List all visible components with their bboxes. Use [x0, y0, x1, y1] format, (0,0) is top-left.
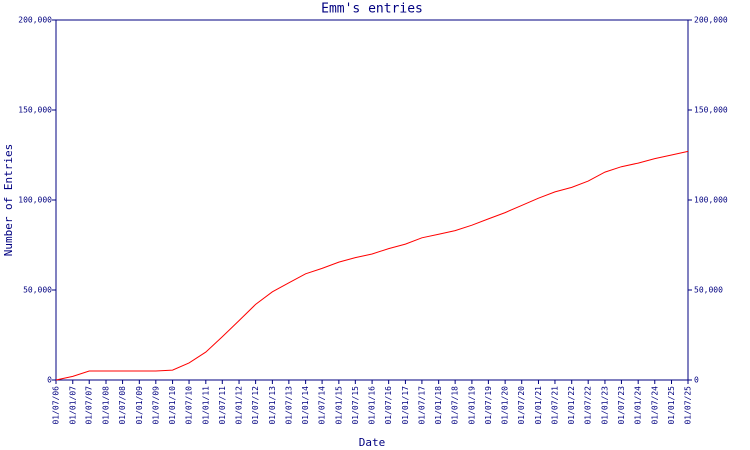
x-tick-label: 01/07/15 [351, 386, 360, 425]
x-tick-label: 01/07/08 [118, 386, 127, 425]
x-tick-label: 01/01/08 [101, 386, 110, 425]
y-tick-label: 100,000 [18, 196, 52, 205]
x-tick-label: 01/07/17 [417, 386, 426, 425]
x-tick-label: 01/07/10 [185, 386, 194, 425]
x-tick-label: 01/07/24 [650, 386, 659, 425]
x-tick-label: 01/01/10 [168, 386, 177, 425]
y-tick-label: 50,000 [23, 286, 52, 295]
y2-tick-label: 50,000 [694, 286, 723, 295]
y-tick-label: 0 [47, 376, 52, 385]
x-tick-label: 01/07/25 [684, 386, 693, 425]
x-tick-label: 01/01/21 [534, 386, 543, 425]
y2-tick-label: 0 [694, 376, 699, 385]
x-tick-label: 01/07/19 [484, 386, 493, 425]
x-tick-label: 01/01/20 [501, 386, 510, 425]
x-tick-label: 01/07/11 [218, 386, 227, 425]
data-line [55, 150, 689, 381]
x-tick-label: 01/01/16 [368, 386, 377, 425]
y-tick-label: 150,000 [18, 106, 52, 115]
x-axis-label: Date [359, 436, 386, 449]
x-tick-label: 01/01/22 [567, 386, 576, 425]
x-tick-label: 01/01/11 [201, 386, 210, 425]
x-tick-label: 01/01/23 [600, 386, 609, 425]
x-tick-label: 01/07/09 [151, 386, 160, 425]
chart-title: Emm's entries [321, 2, 423, 17]
x-tick-label: 01/07/22 [584, 386, 593, 425]
x-tick-label: 01/07/18 [451, 386, 460, 425]
x-tick-label: 01/07/14 [318, 386, 327, 425]
x-tick-label: 01/07/20 [517, 386, 526, 425]
x-tick-label: 01/07/13 [284, 386, 293, 425]
x-tick-label: 01/01/25 [667, 386, 676, 425]
x-tick-label: 01/01/12 [235, 386, 244, 425]
y2-tick-label: 150,000 [694, 106, 728, 115]
x-tick-label: 01/01/19 [467, 386, 476, 425]
x-tick-label: 01/01/15 [334, 386, 343, 425]
y2-tick-label: 100,000 [694, 196, 728, 205]
x-tick-label: 01/07/21 [550, 386, 559, 425]
x-tick-label: 01/07/12 [251, 386, 260, 425]
y-axis-label: Number of Entries [2, 144, 15, 257]
x-tick-label: 01/01/17 [401, 386, 410, 425]
x-tick-label: 01/01/07 [68, 386, 77, 425]
x-tick-label: 01/07/06 [52, 386, 61, 425]
plot-frame [55, 19, 689, 381]
x-tick-label: 01/01/09 [135, 386, 144, 425]
y2-tick-label: 200,000 [694, 16, 728, 25]
y-tick-label: 200,000 [18, 16, 52, 25]
x-tick-label: 01/01/24 [634, 386, 643, 425]
x-tick-label: 01/01/14 [301, 386, 310, 425]
x-tick-label: 01/07/23 [617, 386, 626, 425]
x-tick-label: 01/01/13 [268, 386, 277, 425]
x-tick-label: 01/07/16 [384, 386, 393, 425]
x-tick-label: 01/07/07 [85, 386, 94, 425]
x-tick-label: 01/01/18 [434, 386, 443, 425]
